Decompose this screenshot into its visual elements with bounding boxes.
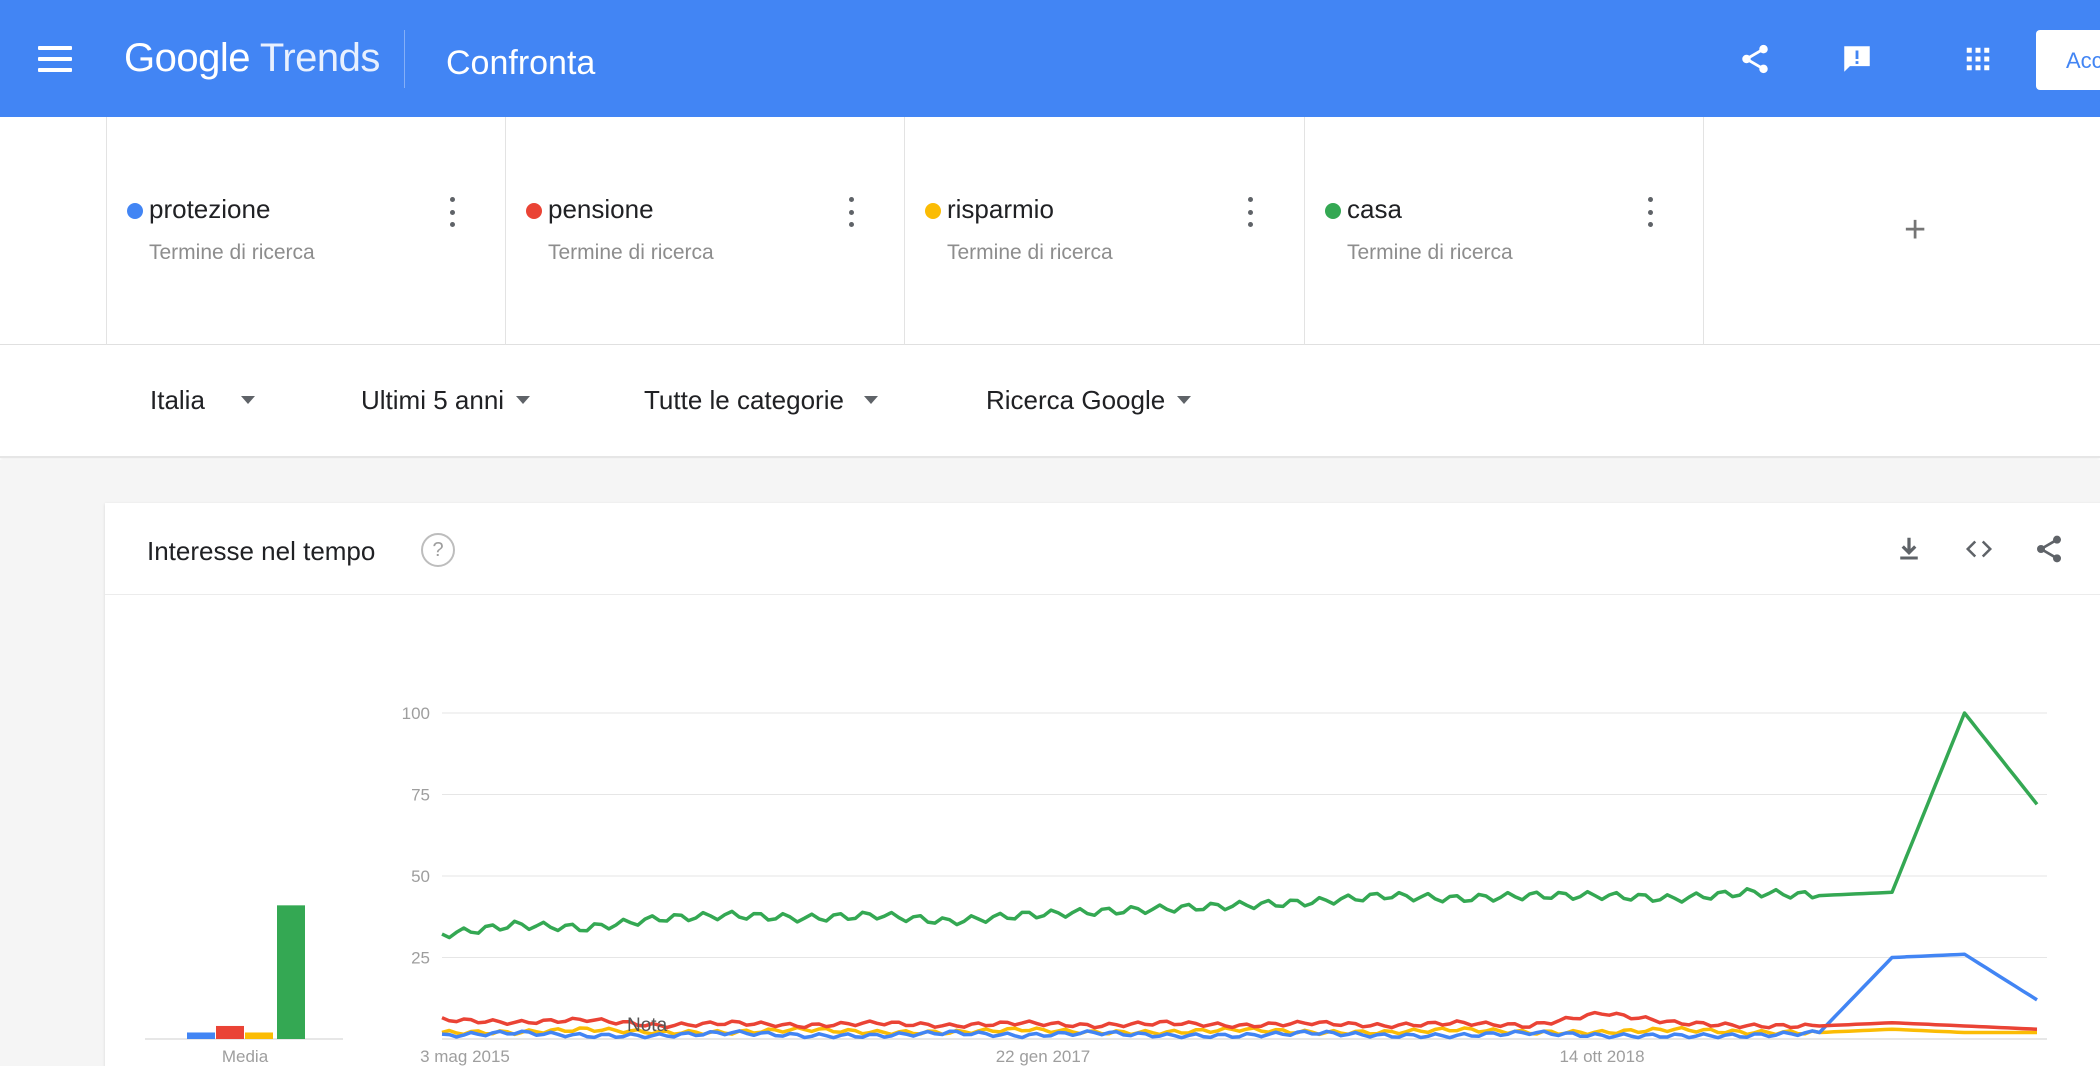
period-value: Ultimi 5 anni	[361, 385, 505, 415]
google-trends-logo[interactable]: Google Trends	[124, 36, 380, 81]
y-tick-label: 100	[402, 704, 430, 723]
chevron-down-icon	[516, 396, 531, 405]
average-label: Media	[222, 1047, 269, 1066]
feedback-icon[interactable]	[1834, 36, 1880, 82]
add-term-button[interactable]: +	[1703, 117, 2100, 345]
note-label: Nota	[627, 1015, 668, 1036]
help-icon[interactable]: ?	[421, 533, 455, 567]
category-dropdown[interactable]: Tutte le categorie	[644, 385, 878, 416]
term-type: Termine di ricerca	[548, 241, 714, 264]
term-color-dot	[526, 203, 542, 219]
term-type: Termine di ricerca	[1347, 241, 1513, 264]
series-line-protezione	[441, 952, 2038, 1040]
term-type: Termine di ricerca	[947, 241, 1113, 264]
y-tick-label: 25	[411, 949, 430, 968]
term-type: Termine di ricerca	[149, 241, 315, 264]
term-name[interactable]: protezione	[149, 194, 271, 224]
card-header: Interesse nel tempo ?	[105, 503, 2100, 595]
menu-icon[interactable]	[38, 46, 72, 72]
term-name[interactable]: risparmio	[947, 194, 1054, 224]
interest-over-time-card: Interesse nel tempo ? 100 75 50 25 3 mag 201…	[105, 503, 2100, 1066]
sign-in-button[interactable]: Acc	[2036, 30, 2100, 90]
logo-trends-text: Trends	[259, 36, 381, 80]
average-bar-casa	[277, 905, 305, 1039]
add-icon: +	[1904, 209, 1927, 251]
chevron-down-icon	[1177, 396, 1192, 405]
average-bar-protezione	[187, 1032, 215, 1039]
embed-icon[interactable]	[1957, 527, 2001, 571]
series-line-pensione	[441, 1010, 2038, 1031]
search-terms-bar: protezione Termine di ricerca pensione T…	[0, 117, 2100, 345]
term-card-pensione[interactable]: pensione Termine di ricerca	[505, 117, 905, 345]
term-name[interactable]: pensione	[548, 194, 654, 224]
search-type-value: Ricerca Google	[986, 385, 1166, 415]
term-color-dot	[925, 203, 941, 219]
top-app-bar: Google Trends Confronta Acc	[0, 0, 2100, 117]
term-name[interactable]: casa	[1347, 194, 1402, 224]
series-line-casa	[441, 711, 2039, 940]
more-options-icon[interactable]	[447, 197, 457, 227]
page-title: Confronta	[446, 44, 596, 82]
x-tick-label: 14 ott 2018	[1559, 1047, 1644, 1066]
term-card-casa[interactable]: casa Termine di ricerca	[1304, 117, 1704, 345]
download-icon[interactable]	[1887, 527, 1931, 571]
more-options-icon[interactable]	[846, 197, 856, 227]
x-tick-label: 22 gen 2017	[996, 1047, 1091, 1066]
more-options-icon[interactable]	[1245, 197, 1255, 227]
period-dropdown[interactable]: Ultimi 5 anni	[361, 385, 531, 416]
category-value: Tutte le categorie	[644, 385, 844, 415]
filter-bar: Italia Ultimi 5 anni Tutte le categorie …	[0, 345, 2100, 458]
average-bar-pensione	[216, 1025, 244, 1039]
term-color-dot	[1325, 203, 1341, 219]
average-bar-risparmio	[245, 1032, 273, 1039]
interest-chart: 100 75 50 25 3 mag 2015 22 gen 2017 14 ott 201…	[145, 704, 2047, 1066]
x-tick-label: 3 mag 2015	[420, 1047, 510, 1066]
term-color-dot	[127, 203, 143, 219]
region-value: Italia	[150, 385, 205, 415]
region-dropdown[interactable]: Italia	[150, 385, 255, 416]
term-card-protezione[interactable]: protezione Termine di ricerca	[106, 117, 506, 345]
chevron-down-icon	[240, 396, 255, 405]
apps-icon[interactable]	[1955, 36, 2001, 82]
term-card-risparmio[interactable]: risparmio Termine di ricerca	[904, 117, 1304, 345]
logo-google-text: Google	[124, 36, 250, 80]
more-options-icon[interactable]	[1645, 197, 1655, 227]
header-divider	[404, 30, 405, 88]
y-tick-label: 75	[411, 786, 430, 805]
card-title: Interesse nel tempo	[147, 536, 376, 566]
share-icon[interactable]	[2027, 527, 2071, 571]
search-type-dropdown[interactable]: Ricerca Google	[986, 385, 1192, 416]
y-tick-label: 50	[411, 867, 430, 886]
chevron-down-icon	[863, 396, 878, 405]
share-icon[interactable]	[1732, 36, 1778, 82]
